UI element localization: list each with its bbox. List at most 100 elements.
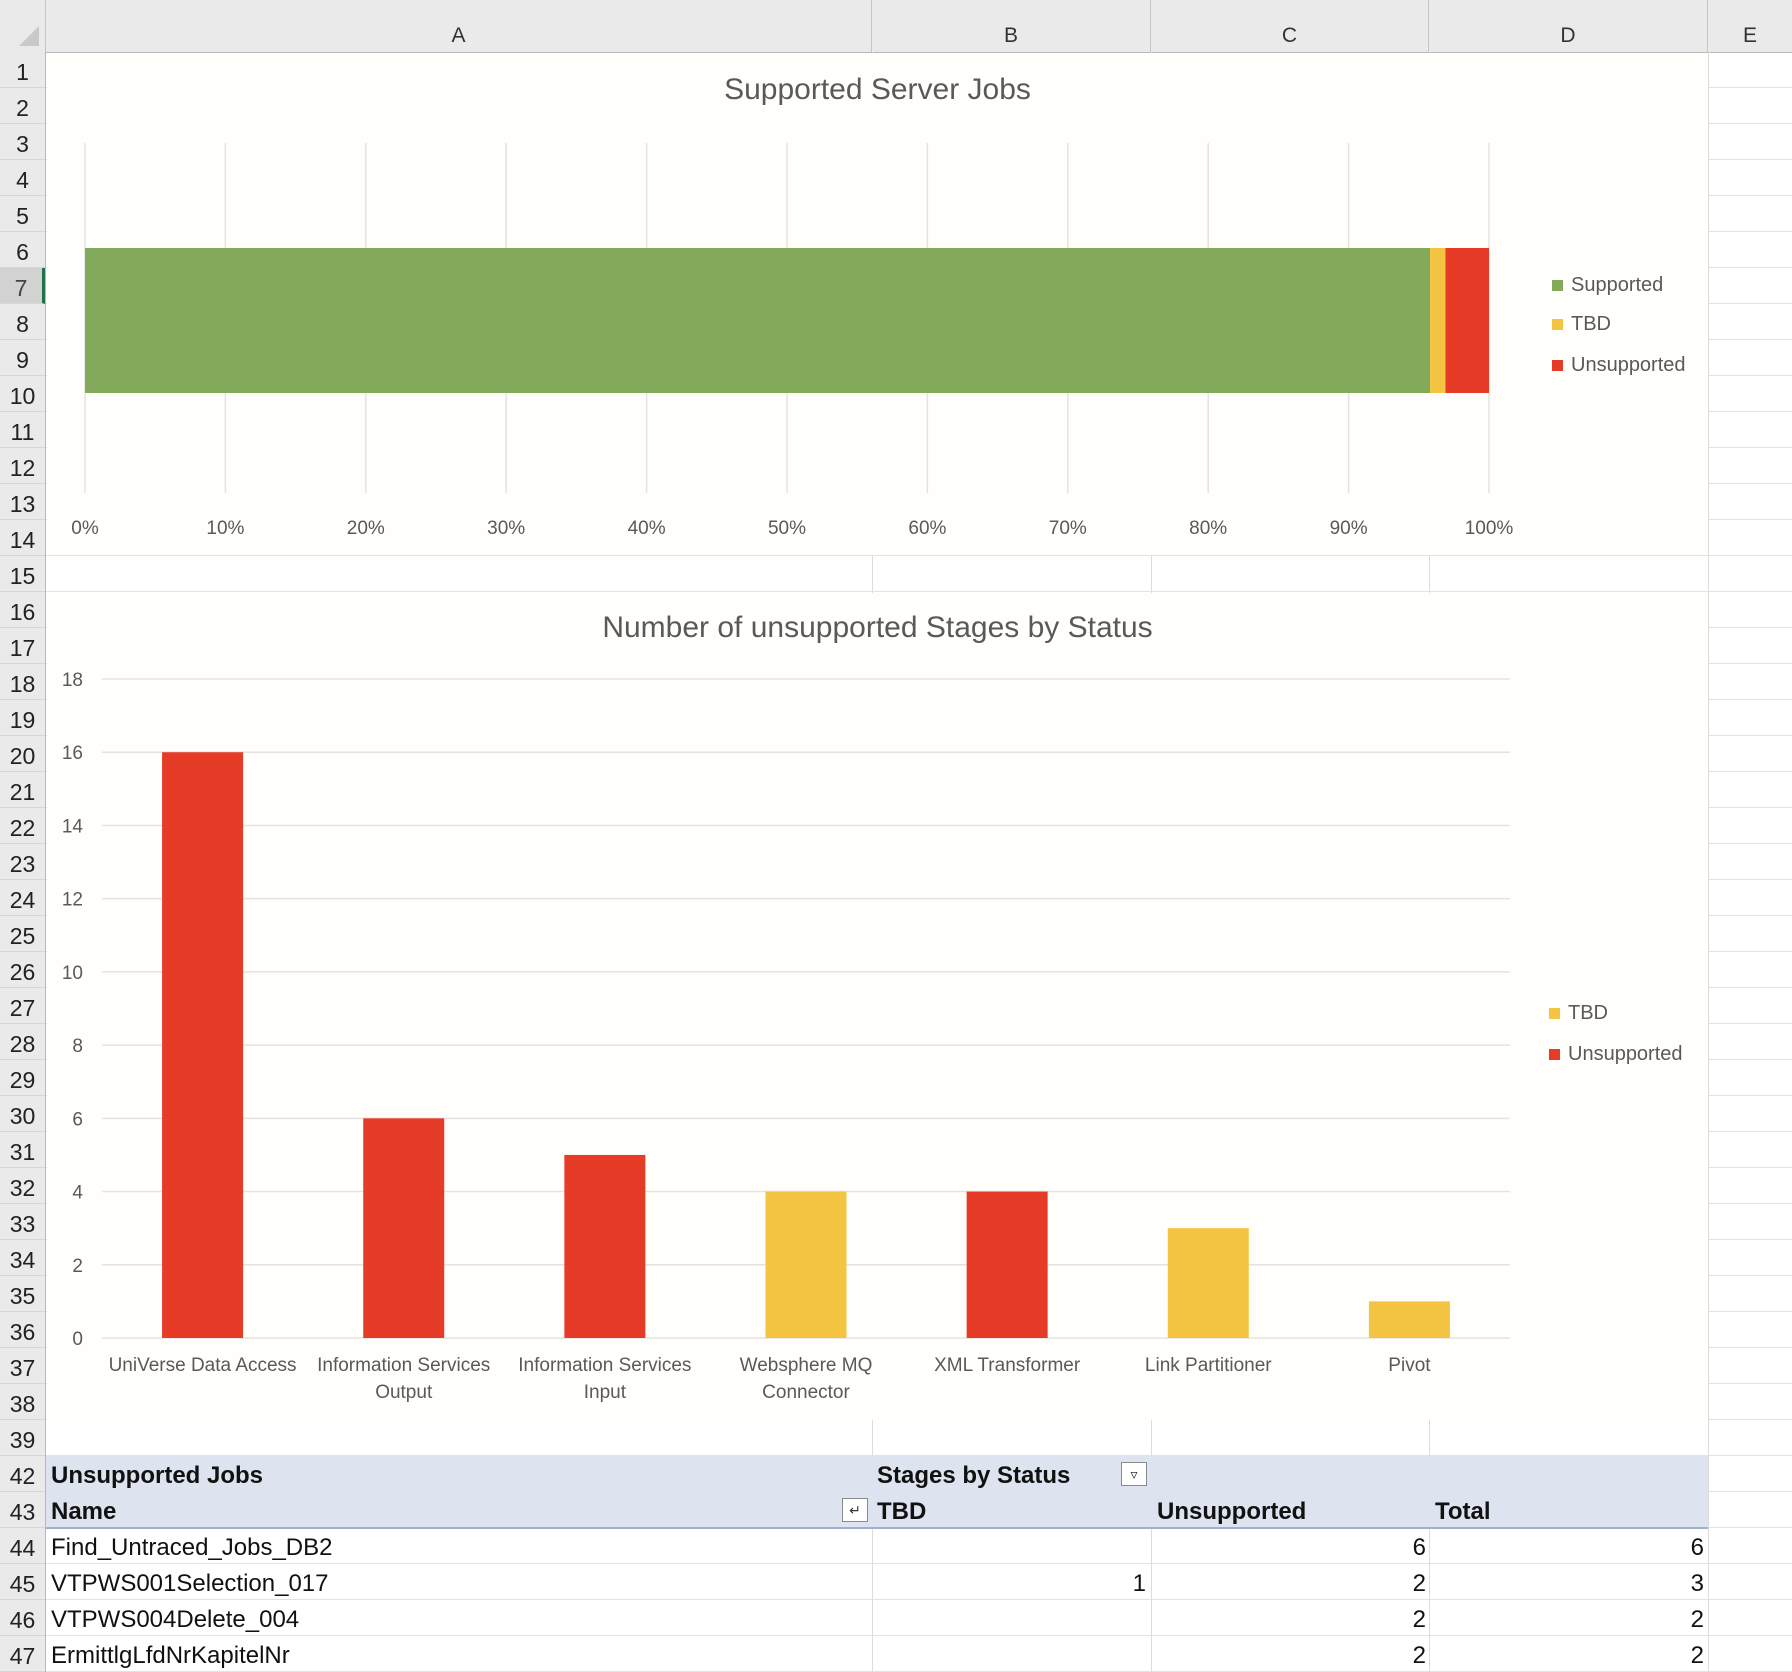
column-header-bar: A B C D E <box>0 0 1792 53</box>
row-header-10[interactable]: 10 <box>0 376 45 412</box>
column-gridline <box>1708 52 1709 1672</box>
bar-tbd[interactable] <box>765 1191 847 1338</box>
row-header-27[interactable]: 27 <box>0 988 45 1024</box>
x-tick-label: 70% <box>1049 518 1087 539</box>
pivot-row-name[interactable]: VTPWS004Delete_004 <box>51 1606 300 1633</box>
column-header-e[interactable]: E <box>1742 24 1757 47</box>
row-header-38[interactable]: 38 <box>0 1384 45 1420</box>
y-tick-label: 12 <box>62 890 83 911</box>
row-header-9[interactable]: 9 <box>0 340 45 376</box>
row-header-18[interactable]: 18 <box>0 664 45 700</box>
row-header-24[interactable]: 24 <box>0 880 45 916</box>
bar-segment-unsupported[interactable] <box>1445 248 1489 393</box>
row-header-43[interactable]: 43 <box>0 1492 45 1528</box>
row-sort-button[interactable]: ↵ <box>842 1498 868 1522</box>
y-tick-label: 8 <box>72 1036 83 1057</box>
row-header-8[interactable]: 8 <box>0 304 45 340</box>
column-header-b[interactable]: B <box>872 0 1151 52</box>
row-header-12[interactable]: 12 <box>0 448 45 484</box>
chart-title: Number of unsupported Stages by Status <box>602 611 1153 644</box>
row-header-1[interactable]: 1 <box>0 52 45 88</box>
pivot-row-name[interactable]: VTPWS001Selection_017 <box>51 1570 329 1597</box>
sort-icon: ↵ <box>849 1502 861 1518</box>
column-header-a[interactable]: A <box>46 0 872 52</box>
row-header-30[interactable]: 30 <box>0 1096 45 1132</box>
row-header-6[interactable]: 6 <box>0 232 45 268</box>
category-label: Information Services <box>317 1355 490 1376</box>
category-label: Input <box>584 1382 627 1403</box>
bar-unsupported[interactable] <box>162 752 244 1338</box>
x-tick-label: 30% <box>487 518 525 539</box>
row-header-3[interactable]: 3 <box>0 124 45 160</box>
bar-tbd[interactable] <box>1368 1301 1450 1338</box>
pivot-row-name[interactable]: ErmittlgLfdNrKapitelNr <box>51 1642 290 1669</box>
pivot-cell-total[interactable]: 6 <box>1690 1534 1704 1561</box>
row-header-11[interactable]: 11 <box>0 412 45 448</box>
row-header-22[interactable]: 22 <box>0 808 45 844</box>
x-tick-label: 100% <box>1465 518 1514 539</box>
row-header-46[interactable]: 46 <box>0 1600 45 1636</box>
bar-tbd[interactable] <box>1167 1228 1249 1338</box>
row-header-13[interactable]: 13 <box>0 484 45 520</box>
row-header-37[interactable]: 37 <box>0 1348 45 1384</box>
row-header-21[interactable]: 21 <box>0 772 45 808</box>
row-header-19[interactable]: 19 <box>0 700 45 736</box>
legend-label: Unsupported <box>1571 354 1686 376</box>
pivot-row-name[interactable]: Find_Untraced_Jobs_DB2 <box>51 1534 333 1561</box>
category-label: Information Services <box>518 1355 691 1376</box>
row-header-34[interactable]: 34 <box>0 1240 45 1276</box>
row-header-23[interactable]: 23 <box>0 844 45 880</box>
row-header-45[interactable]: 45 <box>0 1564 45 1600</box>
category-label: Output <box>375 1382 433 1403</box>
pivot-cell-tbd[interactable]: 1 <box>1132 1570 1146 1597</box>
pivot-cell-total[interactable]: 2 <box>1690 1606 1704 1633</box>
row-header-7[interactable]: 7 <box>0 268 45 304</box>
legend-swatch <box>1552 360 1563 371</box>
unsupported-stages-chart[interactable]: Number of unsupported Stages by Status 0… <box>47 593 1708 1420</box>
row-header-36[interactable]: 36 <box>0 1312 45 1348</box>
pivot-cell-unsupported[interactable]: 2 <box>1412 1642 1426 1669</box>
row-header-20[interactable]: 20 <box>0 736 45 772</box>
legend-swatch <box>1552 319 1563 330</box>
row-header-29[interactable]: 29 <box>0 1060 45 1096</box>
pivot-cell-unsupported[interactable]: 6 <box>1412 1534 1426 1561</box>
bar-unsupported[interactable] <box>564 1154 646 1338</box>
row-header-5[interactable]: 5 <box>0 196 45 232</box>
x-tick-label: 80% <box>1189 518 1227 539</box>
row-header-39[interactable]: 39 <box>0 1420 45 1456</box>
row-header-28[interactable]: 28 <box>0 1024 45 1060</box>
column-header-c[interactable]: C <box>1151 0 1429 52</box>
legend-label: Unsupported <box>1568 1043 1683 1065</box>
bar-unsupported[interactable] <box>363 1118 445 1338</box>
pivot-cell-total[interactable]: 3 <box>1690 1570 1704 1597</box>
row-header-25[interactable]: 25 <box>0 916 45 952</box>
column-filter-button[interactable]: ▿ <box>1121 1462 1147 1486</box>
row-gridline <box>46 591 1792 592</box>
row-header-4[interactable]: 4 <box>0 160 45 196</box>
row-header-2[interactable]: 2 <box>0 88 45 124</box>
row-header-35[interactable]: 35 <box>0 1276 45 1312</box>
row-header-14[interactable]: 14 <box>0 520 45 556</box>
column-header-d[interactable]: D <box>1429 0 1708 52</box>
row-header-32[interactable]: 32 <box>0 1168 45 1204</box>
bar-unsupported[interactable] <box>966 1191 1048 1338</box>
row-header-16[interactable]: 16 <box>0 592 45 628</box>
pivot-cell-unsupported[interactable]: 2 <box>1412 1570 1426 1597</box>
row-header-33[interactable]: 33 <box>0 1204 45 1240</box>
x-tick-label: 50% <box>768 518 806 539</box>
bar-segment-tbd[interactable] <box>1430 248 1446 393</box>
bar-segment-supported[interactable] <box>85 248 1431 393</box>
row-header-47[interactable]: 47 <box>0 1636 45 1672</box>
row-header-42[interactable]: 42 <box>0 1456 45 1492</box>
pivot-cell-total[interactable]: 2 <box>1690 1642 1704 1669</box>
pivot-cell-unsupported[interactable]: 2 <box>1412 1606 1426 1633</box>
row-header-31[interactable]: 31 <box>0 1132 45 1168</box>
category-label: Link Partitioner <box>1145 1355 1272 1376</box>
supported-server-jobs-chart[interactable]: Supported Server Jobs 0% 10% 20% 30% 40% 50% 6… <box>47 53 1708 555</box>
select-all-corner[interactable] <box>0 0 46 52</box>
row-header-26[interactable]: 26 <box>0 952 45 988</box>
row-header-15[interactable]: 15 <box>0 556 45 592</box>
pivot-header-band <box>46 1456 1708 1528</box>
row-header-17[interactable]: 17 <box>0 628 45 664</box>
row-header-44[interactable]: 44 <box>0 1528 45 1564</box>
